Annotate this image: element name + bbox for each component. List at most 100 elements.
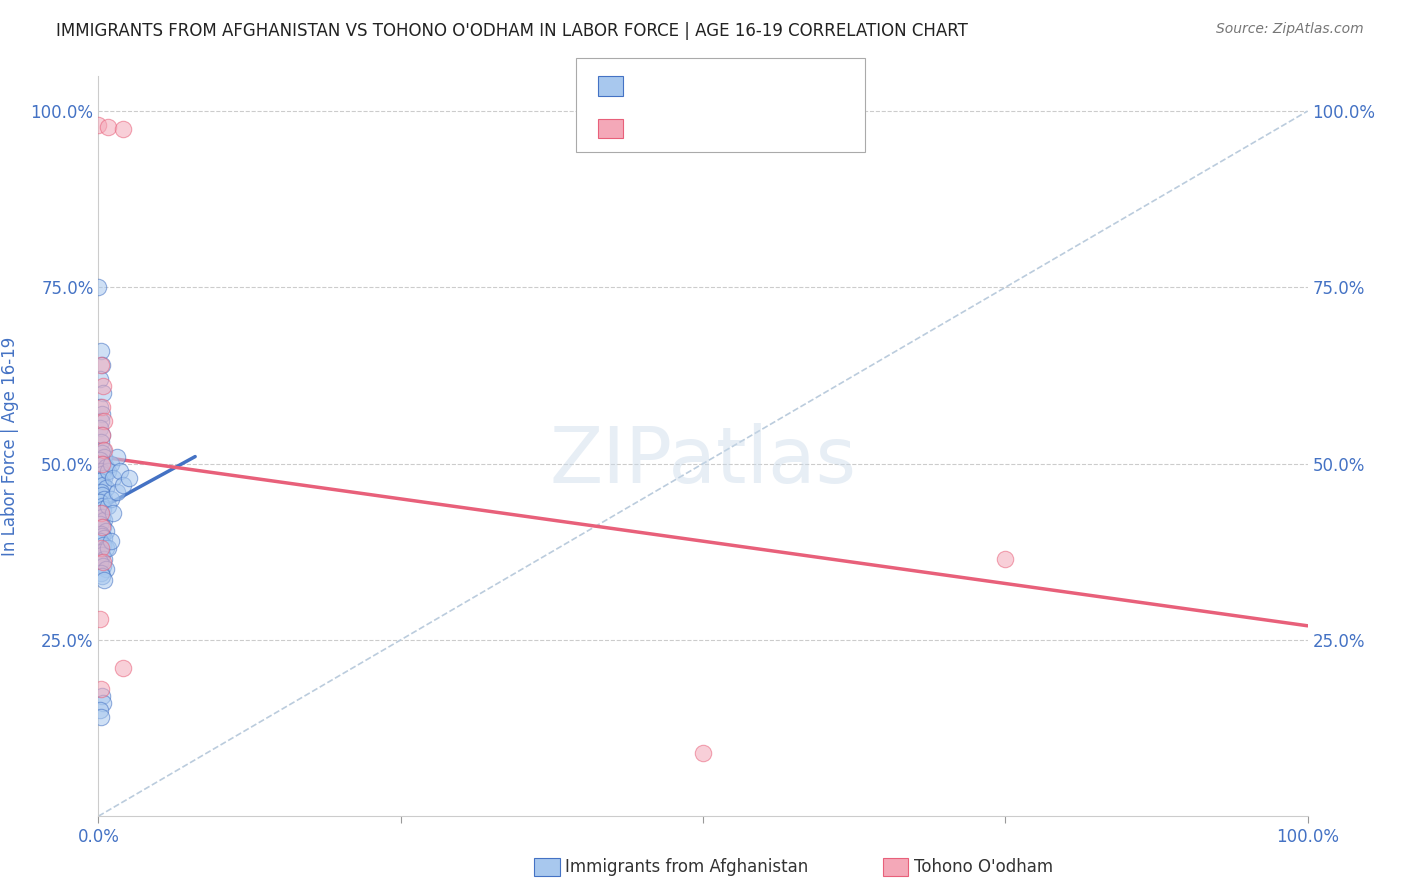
Point — [90, 414, 112, 428]
Point — [94, 460, 117, 475]
Point — [90, 506, 112, 520]
Point — [692, 746, 714, 760]
Point — [91, 549, 114, 563]
Point — [111, 121, 134, 136]
Text: R =: R = — [634, 120, 671, 137]
Point — [90, 343, 112, 358]
Point — [89, 401, 111, 415]
Text: Tohono O'odham: Tohono O'odham — [914, 858, 1053, 876]
Text: 0.236: 0.236 — [676, 78, 728, 95]
Point — [97, 464, 120, 478]
Point — [93, 471, 115, 485]
Point — [93, 414, 115, 428]
Point — [91, 520, 114, 534]
Point — [91, 401, 114, 415]
Point — [90, 541, 112, 556]
Point — [105, 450, 128, 464]
Point — [91, 457, 114, 471]
Point — [100, 457, 122, 471]
Point — [111, 661, 134, 675]
Point — [91, 428, 114, 442]
Point — [91, 538, 114, 552]
Point — [100, 534, 122, 549]
Point — [105, 484, 128, 499]
Point — [90, 682, 112, 697]
Point — [93, 491, 115, 506]
Point — [90, 464, 112, 478]
Point — [91, 386, 114, 401]
Point — [90, 506, 112, 520]
Point — [91, 467, 114, 482]
Point — [89, 703, 111, 717]
Point — [90, 566, 112, 580]
Point — [91, 697, 114, 711]
Point — [93, 513, 115, 527]
Point — [94, 541, 117, 556]
Point — [93, 573, 115, 587]
Text: 20: 20 — [785, 120, 807, 137]
Point — [101, 471, 124, 485]
Point — [118, 471, 141, 485]
Text: IMMIGRANTS FROM AFGHANISTAN VS TOHONO O'ODHAM IN LABOR FORCE | AGE 16-19 CORRELA: IMMIGRANTS FROM AFGHANISTAN VS TOHONO O'… — [56, 22, 969, 40]
Point — [91, 428, 114, 442]
Point — [91, 442, 114, 457]
Text: N =: N = — [740, 120, 787, 137]
Point — [94, 562, 117, 576]
Text: N =: N = — [733, 78, 780, 95]
Point — [91, 379, 114, 393]
Point — [94, 481, 117, 495]
Point — [93, 531, 115, 545]
Point — [93, 442, 115, 457]
Point — [89, 372, 111, 386]
Point — [90, 435, 112, 450]
Point — [97, 499, 120, 513]
Point — [90, 358, 112, 372]
Point — [87, 118, 110, 132]
Point — [91, 509, 114, 524]
Point — [91, 558, 114, 573]
Point — [94, 524, 117, 538]
Point — [90, 710, 112, 724]
Point — [93, 450, 115, 464]
Point — [89, 612, 111, 626]
Text: ZIPatlas: ZIPatlas — [550, 423, 856, 499]
Text: 67: 67 — [779, 78, 801, 95]
Text: Source: ZipAtlas.com: Source: ZipAtlas.com — [1216, 22, 1364, 37]
Point — [90, 545, 112, 559]
Point — [97, 541, 120, 556]
Point — [101, 506, 124, 520]
Point — [91, 488, 114, 502]
Point — [91, 446, 114, 460]
Point — [89, 534, 111, 549]
Point — [108, 464, 131, 478]
Point — [91, 457, 114, 471]
Point — [91, 528, 114, 542]
Point — [91, 520, 114, 534]
Point — [90, 484, 112, 499]
Point — [91, 499, 114, 513]
Point — [89, 421, 111, 435]
Point — [89, 495, 111, 509]
Text: R =: R = — [634, 78, 671, 95]
Point — [91, 690, 114, 704]
Point — [100, 491, 122, 506]
Point — [91, 477, 114, 491]
Point — [87, 280, 110, 294]
Text: -0.214: -0.214 — [676, 120, 735, 137]
Point — [89, 516, 111, 531]
Point — [111, 477, 134, 491]
Y-axis label: In Labor Force | Age 16-19: In Labor Force | Age 16-19 — [1, 336, 20, 556]
Point — [90, 527, 112, 541]
Point — [994, 551, 1017, 566]
Point — [91, 569, 114, 583]
Point — [91, 502, 114, 516]
Point — [89, 475, 111, 489]
Point — [89, 453, 111, 467]
Point — [89, 555, 111, 569]
Point — [91, 358, 114, 372]
Text: Immigrants from Afghanistan: Immigrants from Afghanistan — [565, 858, 808, 876]
Point — [93, 551, 115, 566]
Point — [91, 407, 114, 421]
Point — [97, 120, 120, 134]
Point — [91, 555, 114, 569]
